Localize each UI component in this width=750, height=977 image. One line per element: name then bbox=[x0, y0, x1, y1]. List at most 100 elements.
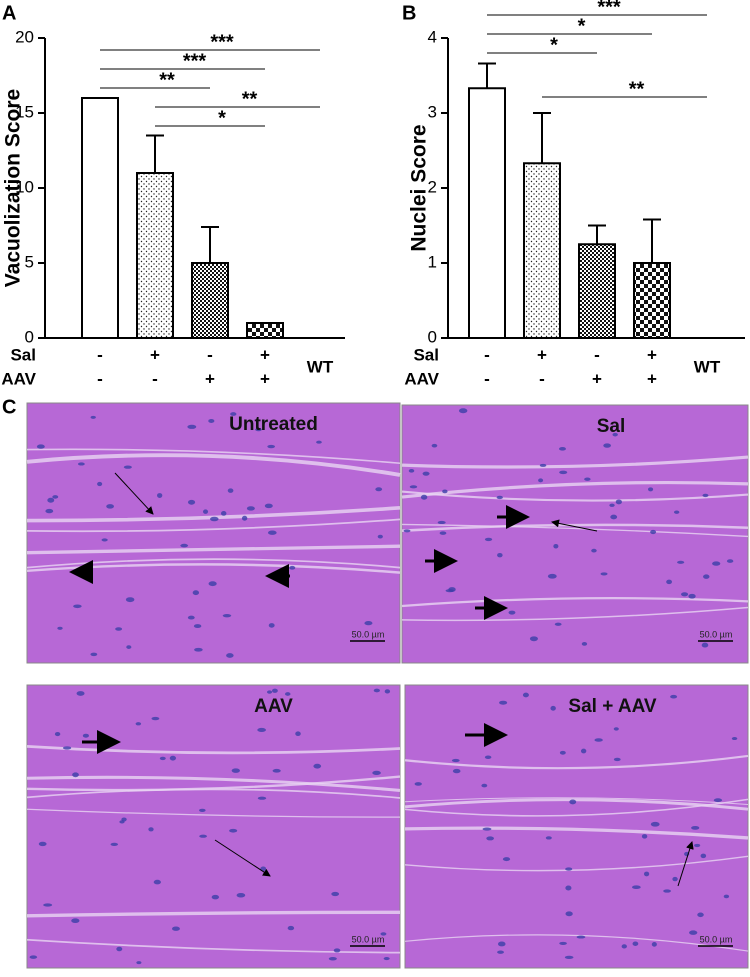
nucleus bbox=[499, 700, 508, 705]
nucleus bbox=[169, 755, 177, 761]
fiber-gap bbox=[26, 910, 401, 918]
y-tick-label: 4 bbox=[428, 27, 437, 46]
y-tick-label: 0 bbox=[428, 327, 437, 346]
row-label: - bbox=[97, 345, 103, 364]
nucleus bbox=[77, 462, 85, 466]
micrograph bbox=[26, 402, 401, 664]
nucleus bbox=[62, 746, 72, 750]
fiber-gap bbox=[26, 775, 401, 792]
row-label: + bbox=[150, 345, 160, 364]
fiber-gap bbox=[26, 808, 401, 818]
nucleus bbox=[448, 587, 456, 593]
nucleus bbox=[328, 957, 337, 961]
nucleus bbox=[227, 488, 234, 493]
nucleus bbox=[497, 950, 504, 954]
nucleus bbox=[180, 543, 189, 548]
significance-label: ** bbox=[242, 88, 258, 110]
nucleus bbox=[54, 731, 61, 737]
bar bbox=[468, 87, 506, 339]
significance-label: * bbox=[578, 15, 586, 37]
nucleus bbox=[621, 944, 627, 949]
nucleus bbox=[663, 889, 671, 893]
nucleus bbox=[116, 946, 123, 952]
nucleus bbox=[481, 783, 488, 788]
nucleus bbox=[666, 579, 673, 585]
nucleus bbox=[199, 808, 206, 812]
bar bbox=[81, 97, 119, 339]
fiber-gap bbox=[404, 797, 749, 805]
fiber-gap bbox=[401, 523, 749, 532]
x-tick-label: WT bbox=[694, 357, 721, 376]
nucleus bbox=[508, 610, 516, 615]
fiber-gap bbox=[26, 544, 401, 555]
nucleus bbox=[565, 867, 573, 871]
nucleus bbox=[220, 510, 227, 516]
nucleus bbox=[584, 477, 591, 481]
nucleus bbox=[295, 731, 301, 737]
fiber-gap bbox=[401, 490, 749, 502]
nucleus bbox=[383, 956, 390, 961]
nucleus bbox=[125, 597, 135, 603]
row-label: + bbox=[647, 345, 657, 364]
y-tick-label: 2 bbox=[428, 177, 437, 196]
nucleus bbox=[289, 565, 296, 570]
nucleus bbox=[236, 893, 246, 898]
fiber-gap bbox=[26, 453, 401, 477]
nucleus bbox=[43, 903, 53, 907]
error-bar bbox=[146, 134, 164, 173]
nucleus bbox=[486, 836, 494, 841]
significance-label: * bbox=[550, 34, 558, 56]
nucleus bbox=[76, 691, 85, 696]
nucleus bbox=[539, 463, 547, 467]
nucleus bbox=[208, 419, 215, 423]
nucleus bbox=[267, 530, 277, 535]
row-name: Sal bbox=[10, 345, 36, 364]
nucleus bbox=[550, 705, 556, 711]
arrow bbox=[677, 841, 694, 887]
nucleus bbox=[257, 796, 267, 800]
nucleus bbox=[420, 494, 428, 500]
nucleus bbox=[632, 941, 639, 946]
nucleus bbox=[135, 722, 142, 726]
nucleus bbox=[126, 645, 132, 649]
nucleus bbox=[559, 470, 568, 475]
nucleus bbox=[439, 531, 447, 535]
nucleus bbox=[211, 894, 220, 900]
nucleus bbox=[372, 770, 381, 776]
nucleus bbox=[697, 912, 704, 918]
error-bar bbox=[588, 224, 606, 245]
scale-bar-label: 50.0 µm bbox=[700, 934, 733, 944]
nucleus bbox=[529, 636, 538, 642]
nucleus bbox=[153, 879, 161, 885]
nucleus bbox=[71, 918, 80, 924]
nucleus bbox=[333, 948, 341, 953]
significance-label: ** bbox=[159, 69, 175, 91]
fiber-gap bbox=[404, 934, 749, 952]
nucleus bbox=[482, 827, 492, 831]
nucleus bbox=[564, 955, 574, 959]
nucleus bbox=[609, 503, 615, 507]
y-tick-label: 15 bbox=[15, 102, 34, 121]
y-tick-label: 20 bbox=[15, 27, 34, 46]
fiber-gap bbox=[26, 448, 401, 465]
nucleus bbox=[650, 821, 660, 827]
scale-bar-label: 50.0 µm bbox=[352, 934, 385, 944]
panel-label: B bbox=[402, 2, 416, 24]
significance-label: ** bbox=[629, 78, 645, 100]
nucleus bbox=[229, 828, 238, 833]
bar bbox=[523, 162, 561, 339]
micrographs: C Untreated 50.0 µm Sal 50.0 µm AAV 50.0 µm Sal… bbox=[2, 396, 749, 969]
fiber-gap bbox=[26, 744, 401, 755]
micrograph-title: Sal bbox=[597, 416, 626, 437]
nucleus bbox=[702, 493, 709, 498]
y-tick-label: 3 bbox=[428, 102, 437, 121]
nucleus bbox=[408, 469, 415, 473]
nucleus bbox=[267, 444, 276, 449]
nucleus bbox=[451, 758, 460, 763]
nucleus bbox=[82, 733, 89, 738]
fiber-gap bbox=[401, 523, 749, 538]
fiber-gap bbox=[26, 938, 401, 954]
nucleus bbox=[172, 926, 180, 931]
nucleus bbox=[497, 552, 503, 558]
arrow bbox=[214, 839, 271, 877]
